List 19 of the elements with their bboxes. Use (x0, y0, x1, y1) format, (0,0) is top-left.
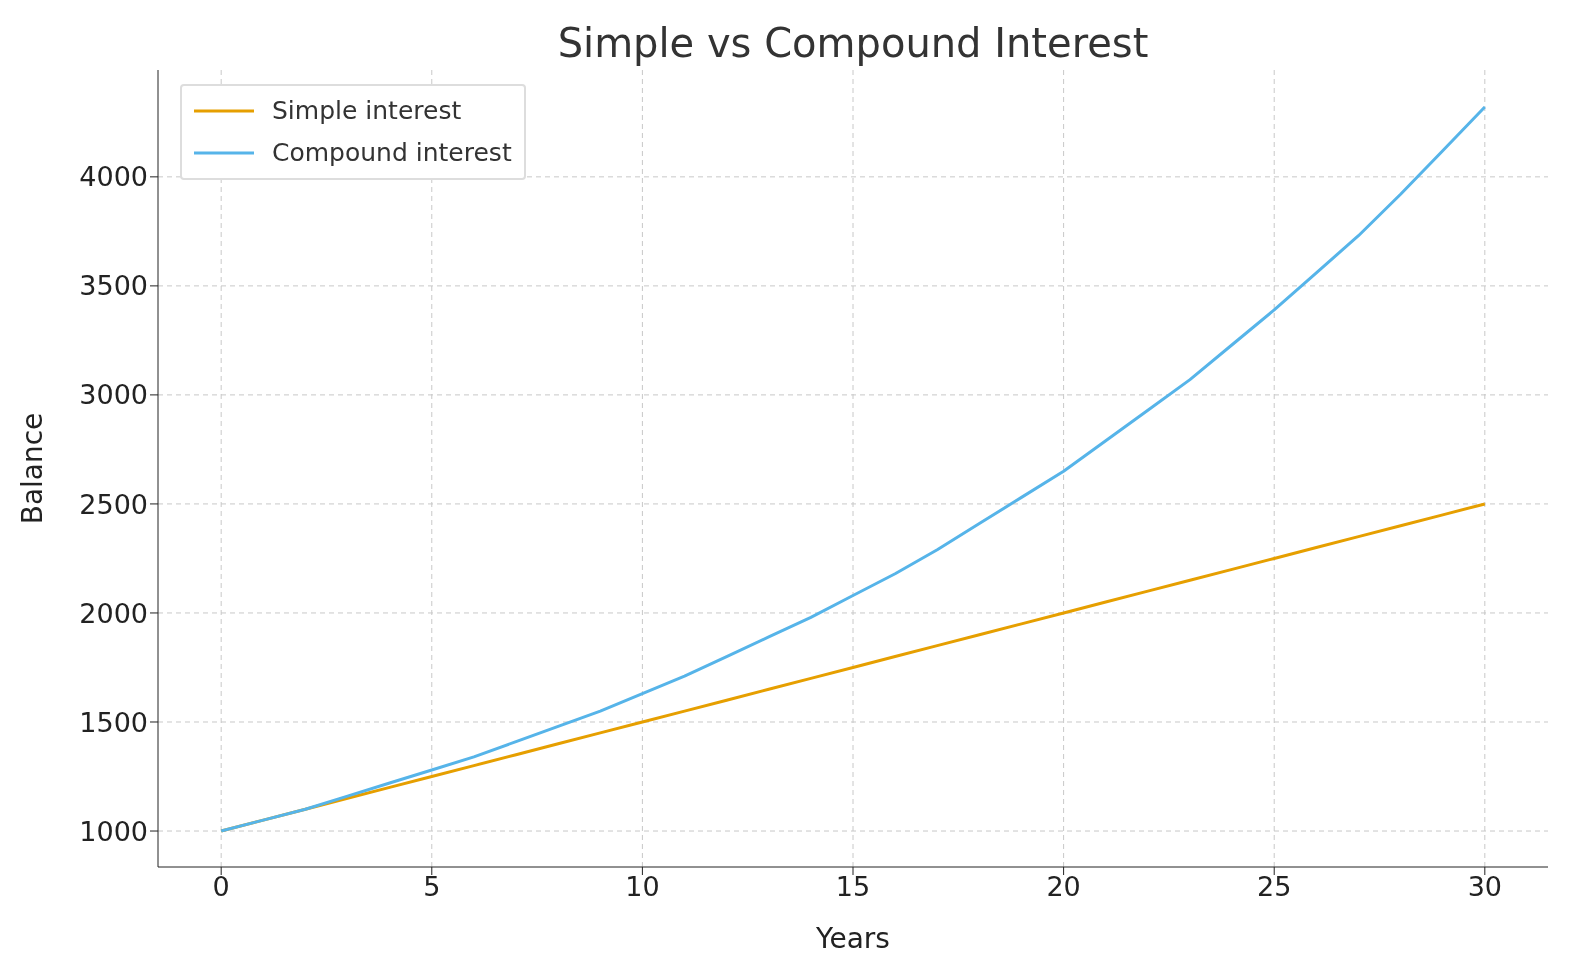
y-tick-label: 4000 (79, 161, 148, 193)
x-tick-label: 5 (423, 871, 441, 903)
x-tick-label: 15 (835, 871, 871, 903)
legend-label: Simple interest (272, 95, 462, 127)
y-tick-label: 2500 (79, 488, 148, 520)
x-tick-label: 10 (625, 871, 660, 903)
x-tick-label: 20 (1046, 871, 1081, 903)
legend-label: Compound interest (272, 137, 512, 169)
y-tick-label: 2000 (79, 597, 148, 629)
x-tick-label: 0 (212, 871, 230, 903)
y-tick-label: 1000 (79, 815, 148, 847)
chart-title: Simple vs Compound Interest (556, 20, 1150, 66)
y-tick-label: 1500 (79, 706, 148, 738)
x-tick-label: 30 (1467, 871, 1502, 903)
x-tick-label: 25 (1257, 871, 1292, 903)
y-tick-label: 3000 (79, 379, 148, 411)
y-axis-title: Balance (15, 412, 49, 525)
x-axis-title: Years (815, 922, 890, 955)
y-tick-label: 3500 (79, 270, 148, 302)
